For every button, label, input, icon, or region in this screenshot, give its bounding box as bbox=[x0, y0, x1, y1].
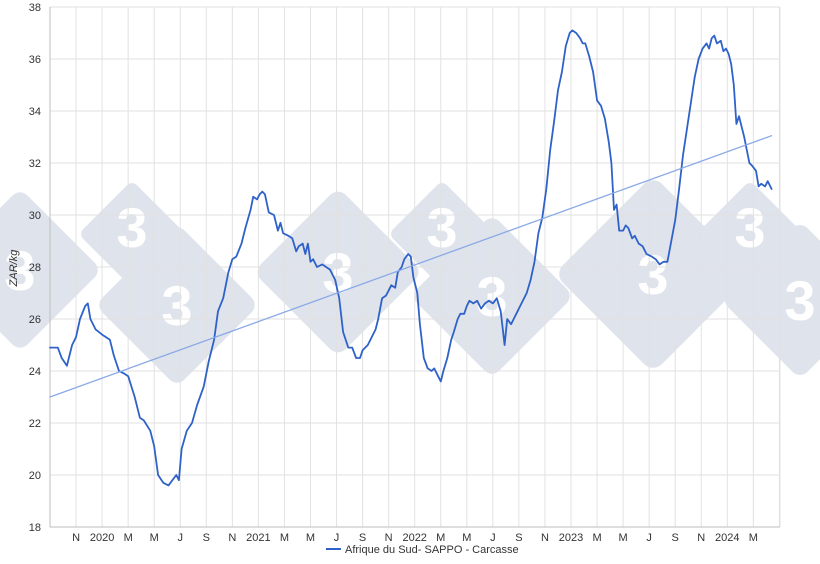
x-tick-label: J bbox=[178, 532, 184, 544]
x-tick-label: N bbox=[385, 532, 393, 544]
watermark-logo: 3 bbox=[724, 224, 820, 376]
x-tick-label: 2021 bbox=[246, 532, 270, 544]
x-tick-label: S bbox=[359, 532, 366, 544]
y-tick-label: 22 bbox=[29, 418, 41, 430]
x-tick-label: M bbox=[306, 532, 315, 544]
axes bbox=[49, 7, 780, 528]
legend: Afrique du Sud- SAPPO - Carcasse bbox=[326, 544, 519, 556]
x-tick-label: M bbox=[280, 532, 289, 544]
y-tick-label: 28 bbox=[29, 262, 41, 274]
x-tick-label: J bbox=[490, 532, 496, 544]
watermark-digit: 3 bbox=[784, 269, 815, 332]
trend-line bbox=[49, 135, 773, 398]
x-tick-label: N bbox=[697, 532, 705, 544]
watermark-digit: 3 bbox=[426, 196, 457, 259]
x-tick-label: N bbox=[72, 532, 80, 544]
watermark-logo: 3 bbox=[0, 192, 98, 348]
y-tick-label: 30 bbox=[29, 210, 41, 222]
x-tick-label: S bbox=[203, 532, 210, 544]
y-tick-labels: 18 20 22 24 26 28 30 32 34 36 38 bbox=[29, 2, 41, 534]
x-tick-label: 2022 bbox=[402, 532, 426, 544]
y-tick-label: 20 bbox=[29, 470, 41, 482]
series-lines bbox=[49, 29, 773, 487]
x-tick-label: M bbox=[124, 532, 133, 544]
y-tick-label: 26 bbox=[29, 314, 41, 326]
y-tick-label: 38 bbox=[29, 2, 41, 14]
y-tick-label: 18 bbox=[29, 522, 41, 534]
y-tick-label: 34 bbox=[29, 106, 41, 118]
x-tick-label: N bbox=[541, 532, 549, 544]
watermark-digit: 3 bbox=[4, 239, 35, 302]
watermark-diamond bbox=[99, 227, 255, 383]
watermark-logo: 3 bbox=[257, 191, 419, 353]
x-tick-label: M bbox=[436, 532, 445, 544]
x-tick-label: S bbox=[672, 532, 679, 544]
x-tick-label: 2024 bbox=[715, 532, 739, 544]
watermark-diamond bbox=[0, 192, 98, 348]
y-tick-label: 32 bbox=[29, 158, 41, 170]
x-tick-label: J bbox=[334, 532, 340, 544]
x-tick-label: M bbox=[749, 532, 758, 544]
x-tick-label: N bbox=[228, 532, 236, 544]
x-tick-label: M bbox=[462, 532, 471, 544]
watermark-logo: 3 bbox=[559, 180, 747, 368]
x-tick-label: M bbox=[592, 532, 601, 544]
x-tick-label: M bbox=[619, 532, 628, 544]
y-tick-label: 24 bbox=[29, 366, 41, 378]
series-line-sappo-carcasse bbox=[49, 29, 773, 487]
legend-label: Afrique du Sud- SAPPO - Carcasse bbox=[345, 544, 519, 556]
x-tick-label: J bbox=[646, 532, 652, 544]
x-tick-labels: N 2020 M M J S N 2021 M M J S N 2022 M M J S N 2023 M M J S N 202… bbox=[72, 532, 758, 544]
watermark-diamond bbox=[559, 180, 747, 368]
watermark-digit: 3 bbox=[637, 243, 668, 306]
x-tick-label: 2023 bbox=[559, 532, 583, 544]
watermark-digit: 3 bbox=[116, 196, 147, 259]
watermark-digit: 3 bbox=[734, 196, 765, 259]
watermark-diamond bbox=[257, 191, 419, 353]
watermark-digit: 3 bbox=[476, 265, 507, 328]
y-tick-label: 36 bbox=[29, 54, 41, 66]
watermark-diamond bbox=[724, 224, 820, 376]
x-tick-label: S bbox=[515, 532, 522, 544]
x-tick-label: 2020 bbox=[90, 532, 114, 544]
x-tick-label: M bbox=[150, 532, 159, 544]
y-axis-label: ZAR/kg bbox=[8, 249, 20, 288]
watermark-logo: 3 bbox=[99, 227, 255, 383]
grid-lines bbox=[49, 6, 781, 528]
watermark-digit: 3 bbox=[161, 274, 192, 337]
watermark-logos: 333 333 333 bbox=[0, 180, 820, 383]
